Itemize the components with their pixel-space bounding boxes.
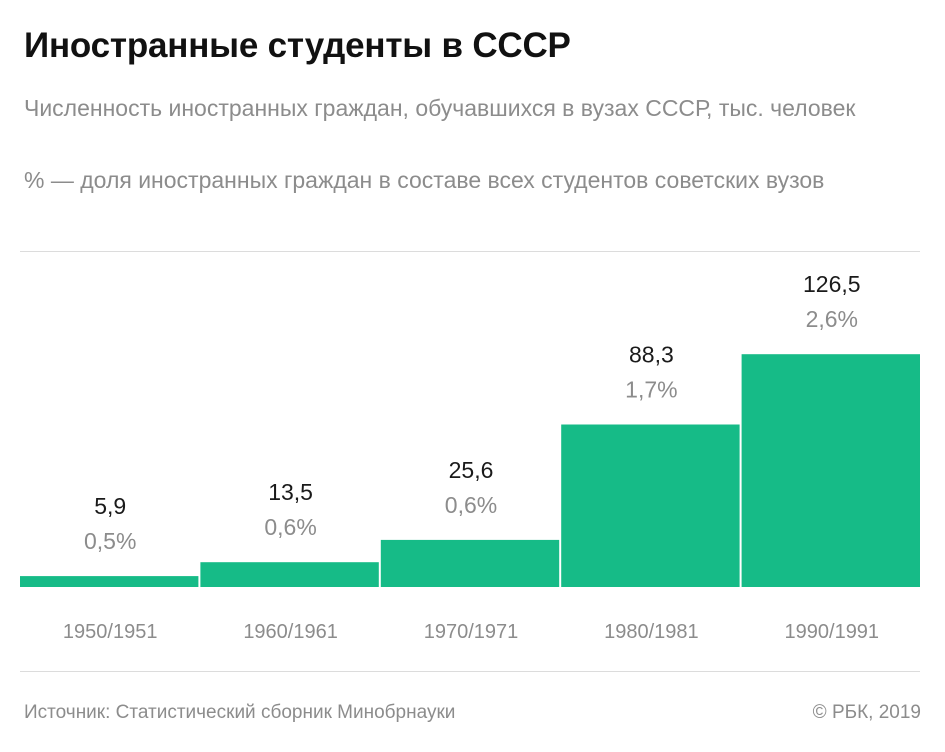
percent-label-0: 0,5%	[84, 528, 136, 554]
percent-label-1: 0,6%	[264, 514, 316, 540]
category-label-3: 1980/1981	[604, 621, 699, 643]
bar-0	[20, 576, 199, 587]
top-divider	[20, 251, 920, 252]
value-label-2: 25,6	[449, 457, 494, 483]
chart-subtitle-share: % — доля иностранных граждан в составе в…	[24, 167, 825, 193]
percent-label-2: 0,6%	[445, 492, 497, 518]
value-label-0: 5,9	[94, 493, 126, 519]
bar-4	[741, 354, 920, 587]
copyright-note: © РБК, 2019	[812, 702, 921, 723]
bar-1	[200, 562, 379, 587]
value-label-4: 126,5	[803, 271, 861, 297]
value-label-3: 88,3	[629, 342, 674, 368]
percent-label-3: 1,7%	[625, 377, 677, 403]
category-label-2: 1970/1971	[424, 621, 519, 643]
chart-subtitle-count: Численность иностранных граждан, обучавш…	[24, 95, 856, 121]
bottom-divider	[20, 671, 920, 672]
value-label-1: 13,5	[268, 479, 313, 505]
category-label-4: 1990/1991	[785, 621, 880, 643]
chart-title: Иностранные студенты в СССР	[24, 26, 571, 65]
bar-2	[380, 539, 560, 587]
category-label-0: 1950/1951	[63, 621, 158, 643]
bar-3	[561, 424, 740, 587]
source-note: Источник: Статистический сборник Минобрн…	[24, 702, 456, 723]
category-label-1: 1960/1961	[243, 621, 338, 643]
percent-label-4: 2,6%	[806, 306, 858, 332]
